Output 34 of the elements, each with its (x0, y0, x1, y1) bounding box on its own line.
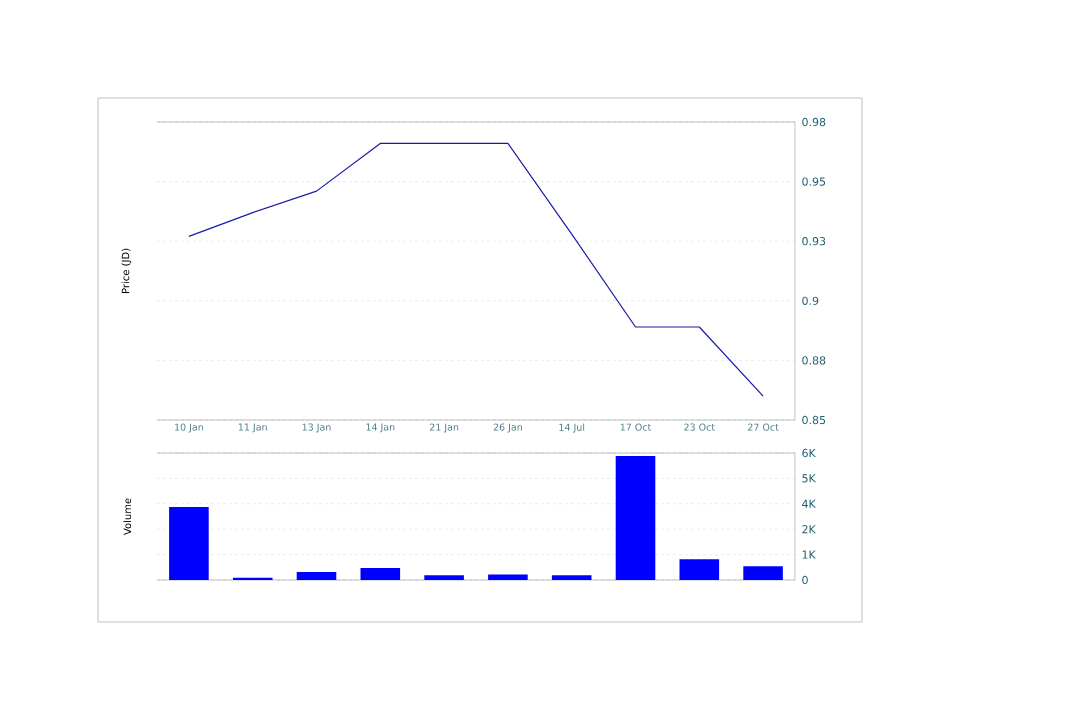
bar (743, 566, 783, 580)
y-tick-label: 1K (802, 550, 816, 559)
x-tick-label: 26 Jan (493, 423, 522, 433)
bar (679, 559, 720, 580)
y-axis-title: Volume (123, 498, 132, 536)
y-tick-label: 0.93 (802, 237, 826, 246)
x-tick-label: 17 Oct (620, 423, 652, 431)
x-tick-label: 14 Jan (366, 423, 395, 433)
x-tick-label: 23 Oct (684, 423, 715, 431)
x-tick-label: 13 Jan (302, 423, 331, 433)
y-tick-label: 0.98 (802, 117, 826, 127)
x-tick-label: 21 Jan (429, 423, 459, 433)
y-axis-title: Price (JD) (121, 248, 132, 294)
bar (360, 567, 401, 580)
y-tick-label: 6K (802, 448, 816, 458)
x-tick-label: 27 Oct (748, 423, 779, 431)
bar (296, 571, 337, 580)
x-tick-label: 10 Jan (175, 423, 203, 433)
y-tick-label: 0.85 (802, 415, 826, 425)
y-tick-label: 0 (802, 575, 808, 585)
y-tick-label: 2K (802, 525, 816, 534)
bar (424, 575, 464, 580)
x-tick-label: 14 Jul (559, 423, 585, 433)
bar (232, 577, 273, 580)
y-tick-label: 0.95 (802, 177, 826, 186)
bar (615, 455, 656, 580)
y-tick-label: 4K (802, 499, 816, 508)
y-tick-label: 5K (802, 474, 816, 483)
x-tick-label: 11 Jan (238, 423, 267, 433)
bar (551, 575, 592, 580)
y-tick-label: 0.88 (802, 356, 826, 365)
bar (169, 506, 209, 580)
bar (488, 574, 528, 580)
y-tick-label: 0.9 (802, 296, 819, 305)
